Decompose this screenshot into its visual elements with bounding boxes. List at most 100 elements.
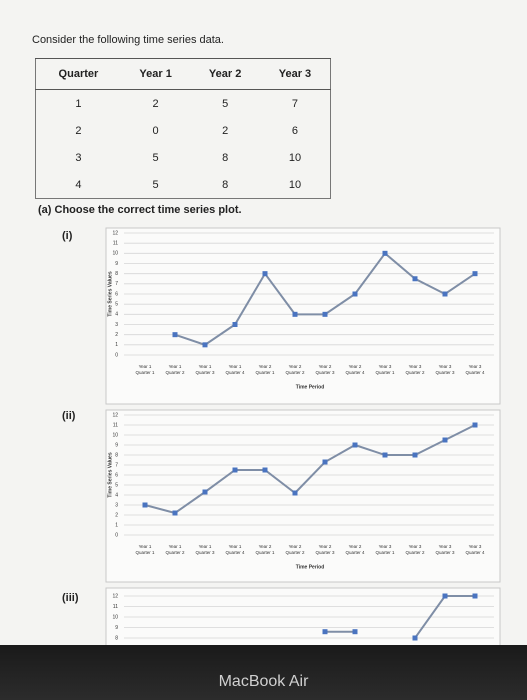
x-tick-label: Year 1 <box>139 364 152 369</box>
x-tick-label: Year 3 <box>409 544 422 549</box>
x-tick-label: Year 2 <box>259 364 272 369</box>
x-tick-label: Year 1 <box>169 364 182 369</box>
x-tick-label: Year 2 <box>289 364 302 369</box>
y-tick-label: 9 <box>115 625 118 631</box>
point-marker <box>262 271 268 277</box>
point-marker <box>202 489 208 495</box>
header-cell: Year 2 <box>190 58 260 90</box>
point-marker <box>442 437 448 443</box>
y-tick-label: 11 <box>113 422 118 428</box>
y-tick-label: 1 <box>115 522 118 528</box>
table-cell: 6 <box>291 124 299 137</box>
point-marker <box>322 629 328 635</box>
series-line <box>144 424 476 515</box>
point-marker <box>352 291 358 297</box>
y-tick-label: 12 <box>112 412 118 418</box>
y-tick-label: 8 <box>115 271 118 277</box>
x-tick-label: Quarter 3 <box>195 370 215 375</box>
table-cell: 8 <box>222 178 229 191</box>
y-tick-label: 11 <box>113 240 118 246</box>
table-cell: 5 <box>222 97 229 110</box>
x-tick-label: Quarter 1 <box>135 370 155 375</box>
table-row: 1 2 5 7 <box>36 90 331 118</box>
point-marker <box>382 250 388 256</box>
y-tick-label: 10 <box>112 614 118 620</box>
x-tick-label: Year 1 <box>199 364 212 369</box>
point-marker <box>352 629 358 635</box>
x-tick-label: Year 2 <box>349 364 362 369</box>
point-marker <box>382 452 388 458</box>
header-cell: Year 1 <box>120 58 191 90</box>
x-tick-label: Quarter 3 <box>435 370 455 375</box>
table-cell: 5 <box>152 151 159 164</box>
x-tick-label: Year 3 <box>469 364 482 369</box>
x-tick-label: Year 3 <box>409 364 422 369</box>
y-tick-label: 5 <box>115 301 118 307</box>
x-tick-label: Quarter 4 <box>225 370 245 375</box>
point-marker <box>142 502 148 508</box>
point-marker <box>172 332 178 338</box>
x-tick-label: Year 3 <box>379 364 392 369</box>
table-cell: 2 <box>75 124 82 137</box>
x-tick-label: Quarter 2 <box>165 550 185 555</box>
table-cell: 3 <box>75 151 82 164</box>
x-tick-label: Quarter 3 <box>435 550 455 555</box>
x-tick-label: Quarter 1 <box>375 550 395 555</box>
chart-label: (ii) <box>62 410 76 422</box>
point-marker <box>352 442 358 448</box>
point-marker <box>412 635 418 641</box>
x-tick-label: Quarter 4 <box>225 550 245 555</box>
point-marker <box>292 490 298 496</box>
y-tick-label: 2 <box>115 512 118 518</box>
table-cell: 2 <box>152 97 159 110</box>
x-tick-label: Quarter 1 <box>255 370 275 375</box>
table-cell: 4 <box>75 178 82 191</box>
chart-frame <box>105 587 501 645</box>
y-tick-label: 0 <box>115 352 118 358</box>
point-marker <box>412 452 418 458</box>
table-cell: 7 <box>291 97 299 110</box>
document: Consider the following time series data.… <box>32 34 501 645</box>
chart-frame <box>105 409 501 583</box>
y-axis-label: Time Series Values <box>107 452 113 497</box>
table-cell: 1 <box>75 97 82 110</box>
x-tick-label: Year 3 <box>439 364 452 369</box>
table-row: 3 5 8 10 <box>36 144 331 171</box>
x-tick-label: Year 2 <box>259 544 272 549</box>
y-tick-label: 8 <box>115 635 118 641</box>
y-tick-label: 2 <box>115 332 118 338</box>
x-axis-label: Time Period <box>296 564 325 570</box>
question: (a) Choose the correct time series plot. <box>38 204 242 216</box>
x-tick-label: Year 2 <box>349 544 362 549</box>
point-marker <box>412 276 418 282</box>
header-cell: Quarter <box>35 58 121 90</box>
y-tick-label: 4 <box>115 492 118 498</box>
table-cell: 8 <box>222 151 229 164</box>
x-tick-label: Quarter 4 <box>465 370 485 375</box>
x-tick-label: Quarter 1 <box>375 370 395 375</box>
intro-text: Consider the following time series data. <box>32 34 224 46</box>
x-tick-label: Year 3 <box>379 544 392 549</box>
point-marker <box>232 467 238 473</box>
x-tick-label: Quarter 2 <box>405 370 425 375</box>
x-tick-label: Quarter 4 <box>345 370 365 375</box>
point-marker <box>472 271 478 277</box>
table-body: 1 2 5 7 2 0 2 6 3 5 8 10 4 5 8 10 <box>36 90 331 199</box>
x-axis-label: Time Period <box>296 384 325 390</box>
y-tick-label: 6 <box>115 472 118 478</box>
y-tick-label: 5 <box>115 482 118 488</box>
x-tick-label: Year 1 <box>229 364 242 369</box>
table-cell: 5 <box>152 178 159 191</box>
chart-label: (i) <box>62 230 73 242</box>
y-tick-label: 10 <box>112 251 118 257</box>
point-marker <box>442 593 448 599</box>
point-marker <box>202 342 208 348</box>
point-marker <box>262 467 268 473</box>
point-marker <box>172 510 178 516</box>
header-cell: Year 3 <box>259 58 331 90</box>
x-tick-label: Quarter 2 <box>285 550 305 555</box>
y-tick-label: 7 <box>115 281 118 287</box>
point-marker <box>472 422 478 428</box>
